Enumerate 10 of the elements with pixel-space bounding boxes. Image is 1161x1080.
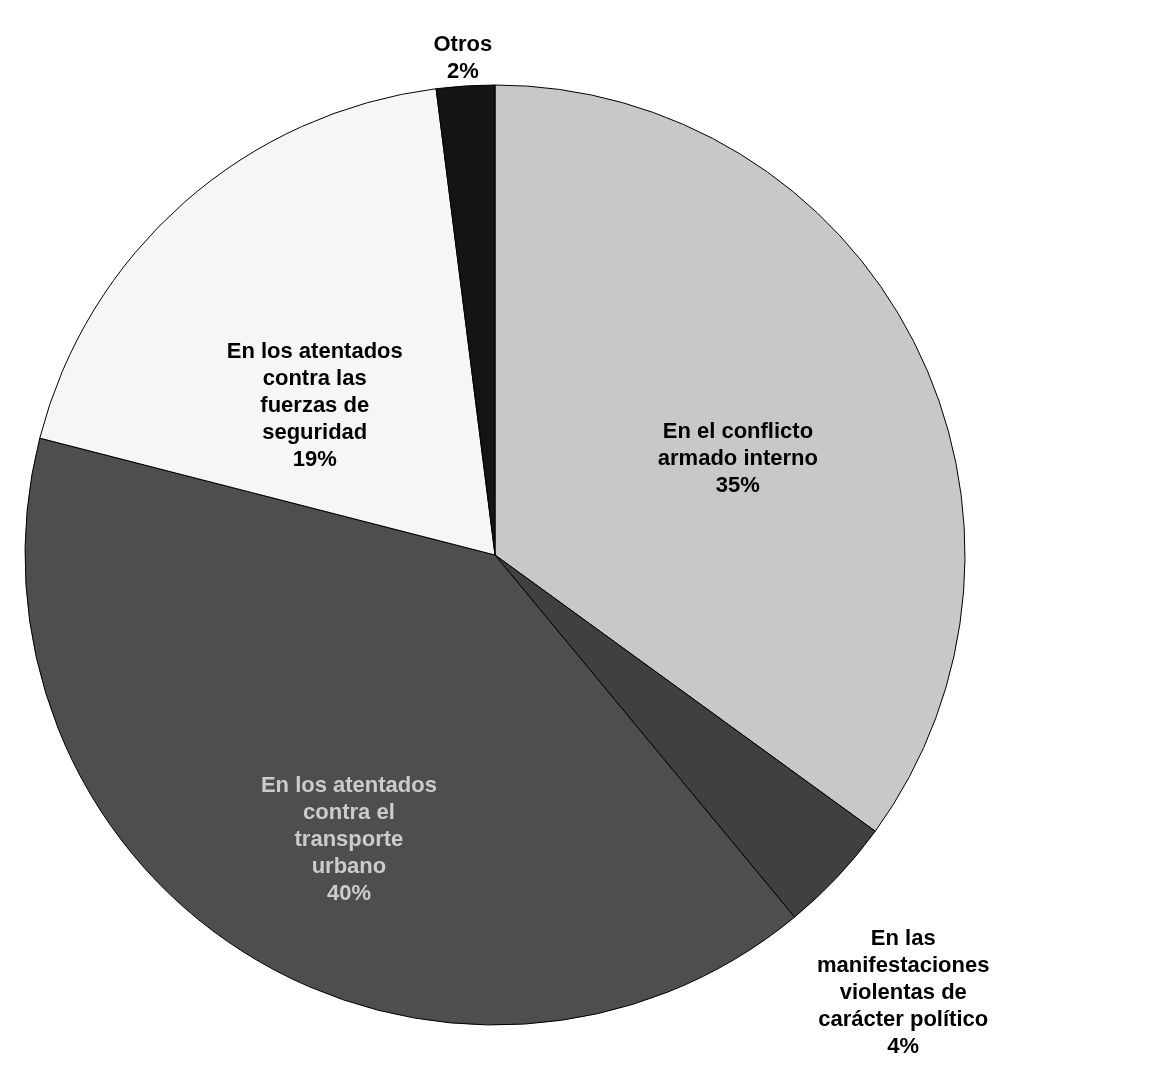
slice-label: En los atentados contra el transporte urbano xyxy=(260,772,437,879)
slice-label: En los atentados contra las fuerzas de seguridad xyxy=(226,337,403,444)
data-label: 19% xyxy=(292,445,337,471)
data-label: 2% xyxy=(446,58,479,84)
slice-label: Otros xyxy=(433,31,493,57)
data-label: 35% xyxy=(715,472,760,498)
data-label: 40% xyxy=(326,880,371,906)
data-label: 4% xyxy=(887,1033,920,1059)
slice-label: En las manifestaciones violentas de carácter político xyxy=(817,925,990,1032)
slice-label: En el conflicto armado interno xyxy=(657,418,818,471)
